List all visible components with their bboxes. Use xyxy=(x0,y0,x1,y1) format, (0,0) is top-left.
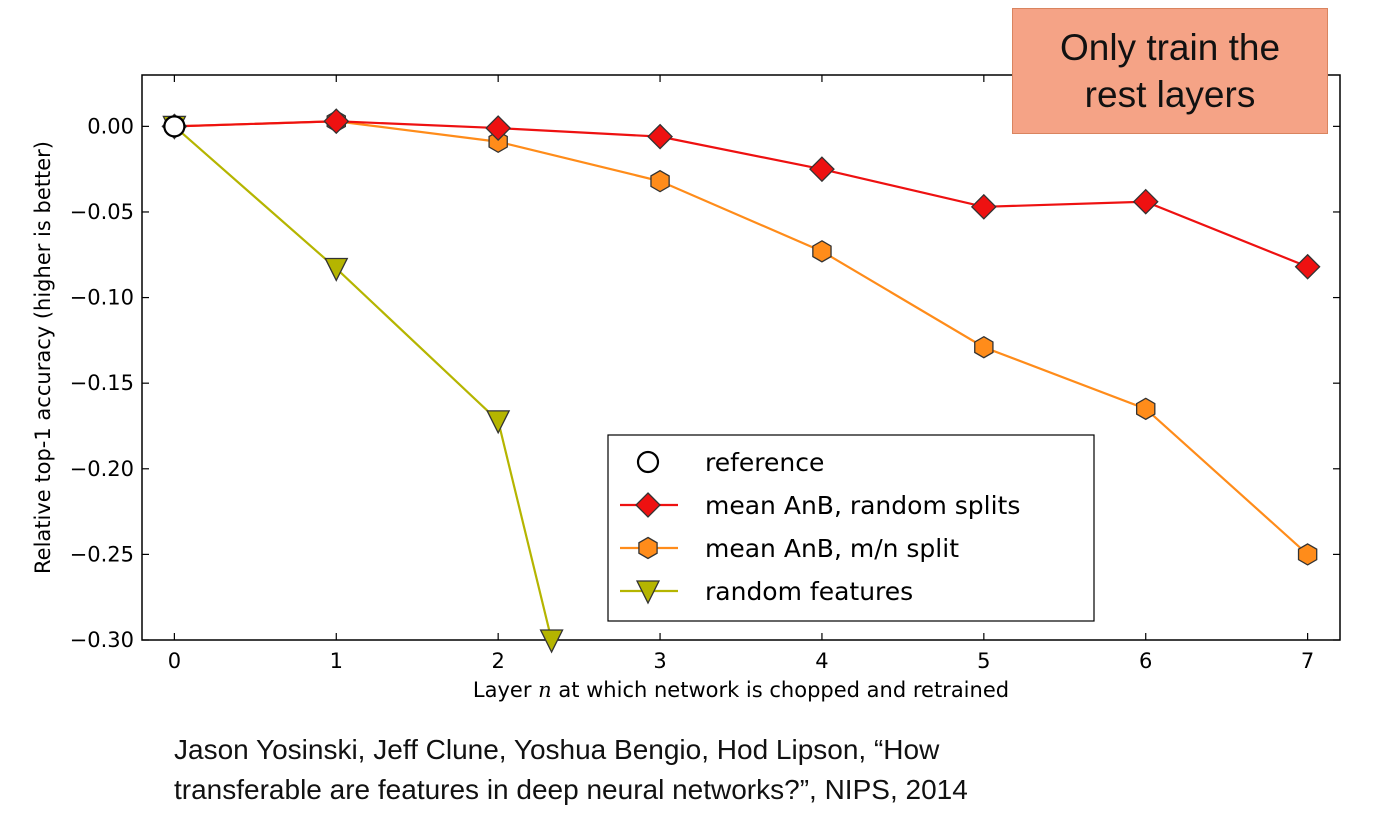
legend-marker xyxy=(638,536,658,560)
data-point-hexagon xyxy=(812,240,832,263)
x-tick-label: 1 xyxy=(330,649,343,673)
data-point-triangle-down xyxy=(486,410,511,435)
data-point-hexagon xyxy=(488,130,508,154)
x-tick-label: 6 xyxy=(1139,649,1152,673)
y-tick-label: −0.15 xyxy=(70,371,134,395)
data-point-diamond xyxy=(1294,253,1321,280)
svg-text:Layer n at which network is ch: Layer n at which network is chopped and … xyxy=(473,678,1009,702)
data-point-circle xyxy=(163,115,186,138)
series-lines xyxy=(173,120,1309,640)
x-tick-label: 0 xyxy=(168,649,181,673)
citation: Jason Yosinski, Jeff Clune, Yoshua Bengi… xyxy=(174,730,1324,810)
y-tick-label: −0.30 xyxy=(70,628,134,652)
x-tick-label: 5 xyxy=(977,649,990,673)
y-tick-label: −0.20 xyxy=(70,457,134,481)
series-line-1 xyxy=(174,120,1309,268)
series-markers xyxy=(161,108,1321,654)
data-point-hexagon xyxy=(650,169,670,193)
legend-label: reference xyxy=(705,448,824,477)
citation-line-1: Jason Yosinski, Jeff Clune, Yoshua Bengi… xyxy=(174,734,940,765)
legend-marker xyxy=(636,450,660,474)
data-point-diamond xyxy=(970,193,997,220)
data-point-triangle-down xyxy=(324,257,349,282)
data-point-triangle-down xyxy=(539,629,564,654)
data-point-diamond xyxy=(485,115,512,141)
x-axis-label-part: at which network is chopped and retraine… xyxy=(552,678,1009,702)
x-axis-label: Layer n at which network is chopped and … xyxy=(473,678,1009,702)
citation-line-2: transferable are features in deep neural… xyxy=(174,774,968,805)
series-line-3 xyxy=(173,125,553,640)
plot-area xyxy=(141,74,1341,641)
y-axis-label: Relative top-1 accuracy (higher is bette… xyxy=(31,141,55,574)
callout-box: Only train the rest layers xyxy=(1012,8,1328,134)
x-tick-label: 4 xyxy=(815,649,828,673)
data-point-diamond xyxy=(323,108,350,135)
data-point-diamond xyxy=(809,156,835,183)
series-line-2 xyxy=(174,120,1309,556)
x-tick-label: 3 xyxy=(653,649,666,673)
y-tick-label: −0.25 xyxy=(70,542,134,566)
x-tick-label: 7 xyxy=(1301,649,1314,673)
legend-marker xyxy=(635,580,661,605)
legend-frame xyxy=(607,434,1095,622)
legend-label: mean AnB, random splits xyxy=(705,491,1020,520)
data-point-hexagon xyxy=(1135,397,1156,421)
callout-line-2: rest layers xyxy=(1084,74,1256,115)
data-point-diamond xyxy=(1132,188,1159,215)
y-tick-label: −0.10 xyxy=(70,286,134,310)
legend-marker xyxy=(635,492,661,518)
x-tick-label: 2 xyxy=(491,649,504,673)
legend-label: mean AnB, m/n split xyxy=(705,534,959,563)
callout-line-1: Only train the xyxy=(1059,27,1281,68)
data-point-hexagon xyxy=(1297,543,1318,566)
y-tick-label: 0.00 xyxy=(87,114,134,138)
data-point-diamond xyxy=(647,123,673,150)
legend: reference mean AnB, random splits mean AnB… xyxy=(607,434,1095,622)
axis-ticks: 0 1 2 3 4 5 6 7 0.00 −0.05 −0.10 −0.15 −0.20 −0.25 −0.… xyxy=(70,75,1340,673)
x-axis-label-part: n xyxy=(538,678,552,702)
x-axis-label-part: Layer xyxy=(473,678,538,702)
data-point-hexagon xyxy=(974,335,994,359)
legend-label: random features xyxy=(705,577,913,606)
y-tick-label: −0.05 xyxy=(70,200,134,224)
